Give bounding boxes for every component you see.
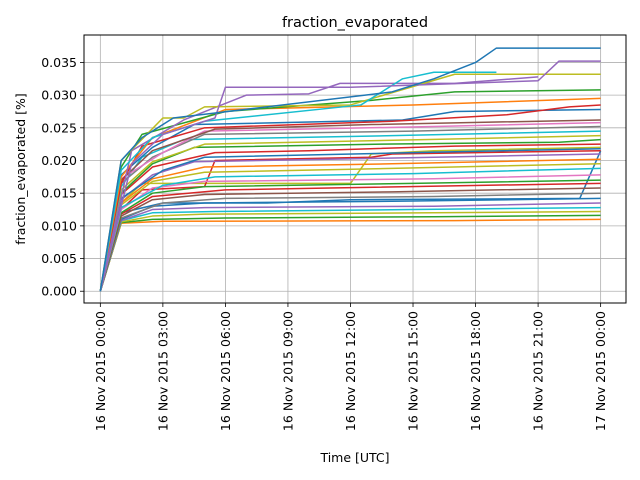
y-tick-label: 0.030 — [41, 88, 77, 103]
y-tick-label: 0.005 — [41, 251, 77, 266]
series-line — [99, 71, 497, 292]
grid — [84, 35, 626, 303]
x-tick-label: 16 Nov 2015 15:00 — [406, 311, 421, 431]
y-axis-label: fraction_evaporated [%] — [13, 93, 28, 245]
chart-title: fraction_evaporated — [282, 15, 428, 31]
x-tick-label: 16 Nov 2015 06:00 — [218, 311, 233, 431]
series-line — [99, 76, 539, 292]
series-layer — [99, 47, 602, 292]
x-tick-label: 17 Nov 2015 00:00 — [593, 311, 608, 431]
y-tick-label: 0.015 — [41, 186, 77, 201]
y-tick-label: 0.025 — [41, 120, 77, 135]
y-tick-label: 0.010 — [41, 218, 77, 233]
series-line — [99, 60, 601, 292]
series-line — [99, 104, 601, 292]
x-tick-label: 16 Nov 2015 12:00 — [343, 311, 358, 431]
y-axis: 0.000 0.005 0.010 0.015 0.020 0.025 0.030 0.035 — [41, 55, 84, 299]
y-tick-label: 0.020 — [41, 153, 77, 168]
y-tick-label: 0.000 — [41, 284, 77, 299]
x-tick-label: 16 Nov 2015 21:00 — [531, 311, 546, 431]
series-line — [99, 97, 601, 292]
x-tick-label: 16 Nov 2015 03:00 — [155, 311, 170, 431]
x-axis: 16 Nov 2015 00:00 16 Nov 2015 03:00 16 Nov… — [93, 303, 608, 431]
plot-frame — [83, 34, 627, 304]
x-axis-label: Time [UTC] — [319, 450, 389, 465]
series-line — [99, 47, 601, 292]
y-tick-label: 0.035 — [41, 55, 77, 70]
x-tick-label: 16 Nov 2015 18:00 — [468, 311, 483, 431]
x-tick-label: 16 Nov 2015 00:00 — [93, 311, 108, 431]
x-tick-label: 16 Nov 2015 09:00 — [280, 311, 295, 431]
